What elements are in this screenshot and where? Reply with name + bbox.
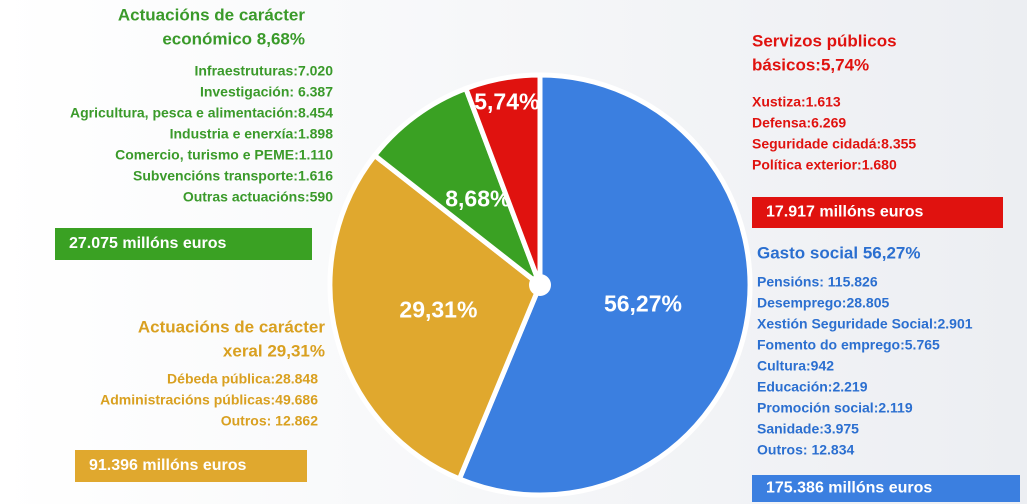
- group-item: Outras actuacións:590: [183, 189, 333, 205]
- group-title: Actuacións de carácter: [138, 317, 325, 336]
- total-label: 27.075 millóns euros: [69, 235, 227, 252]
- pie-slice: [462, 72, 543, 286]
- pie-slice: [327, 151, 544, 483]
- group-item: Comercio, turismo e PEME:1.110: [115, 147, 333, 163]
- group-item: Seguridade cidadá:8.355: [752, 136, 916, 152]
- group-item: Fomento do emprego:5.765: [757, 337, 940, 353]
- group-item: Sanidade:3.975: [757, 421, 859, 437]
- center-dot: [529, 274, 551, 296]
- total-label: 175.386 millóns euros: [766, 480, 932, 497]
- pie-value-label: 8,68%: [445, 185, 510, 211]
- group-title: económico 8,68%: [162, 29, 305, 48]
- group-item: Agricultura, pesca e alimentación:8.454: [70, 105, 333, 121]
- group-item: Pensións: 115.826: [757, 274, 878, 290]
- group-title: Servizos públicos: [752, 31, 897, 50]
- total-box: [55, 228, 312, 260]
- total-label: 91.396 millóns euros: [89, 457, 247, 474]
- group-item: Defensa:6.269: [752, 115, 846, 131]
- group-item: Outros: 12.834: [757, 442, 854, 458]
- group-item: Investigación: 6.387: [200, 84, 333, 100]
- group-title: básicos:5,74%: [752, 55, 869, 74]
- group-item: Desemprego:28.805: [757, 295, 890, 311]
- pie-value-label: 29,31%: [399, 297, 477, 323]
- pie-value-label: 5,74%: [474, 88, 539, 114]
- total-box: [752, 197, 1003, 228]
- total-box: [752, 475, 1020, 502]
- group-item: Política exterior:1.680: [752, 157, 897, 173]
- group-item: Outros: 12.862: [221, 413, 318, 429]
- group-item: Infraestruturas:7.020: [194, 63, 333, 79]
- group-title: Gasto social 56,27%: [757, 243, 920, 262]
- group-item: Educación:2.219: [757, 379, 868, 395]
- group-title: Actuacións de carácter: [118, 5, 305, 24]
- pie-value-label: 56,27%: [604, 291, 682, 317]
- group-title: xeral 29,31%: [223, 341, 325, 360]
- group-item: Cultura:942: [757, 358, 834, 374]
- pie-slice: [456, 72, 753, 498]
- group-item: Promoción social:2.119: [757, 400, 913, 416]
- group-item: Débeda pública:28.848: [167, 371, 318, 387]
- total-label: 17.917 millóns euros: [766, 204, 924, 221]
- group-item: Industria e enerxía:1.898: [170, 126, 334, 142]
- group-item: Subvencións transporte:1.616: [133, 168, 333, 184]
- group-item: Administracións públicas:49.686: [100, 392, 318, 408]
- group-item: Xestión Seguridade Social:2.901: [757, 316, 973, 332]
- group-item: Xustiza:1.613: [752, 94, 841, 110]
- pie-slice: [371, 85, 546, 293]
- total-box: [75, 450, 307, 482]
